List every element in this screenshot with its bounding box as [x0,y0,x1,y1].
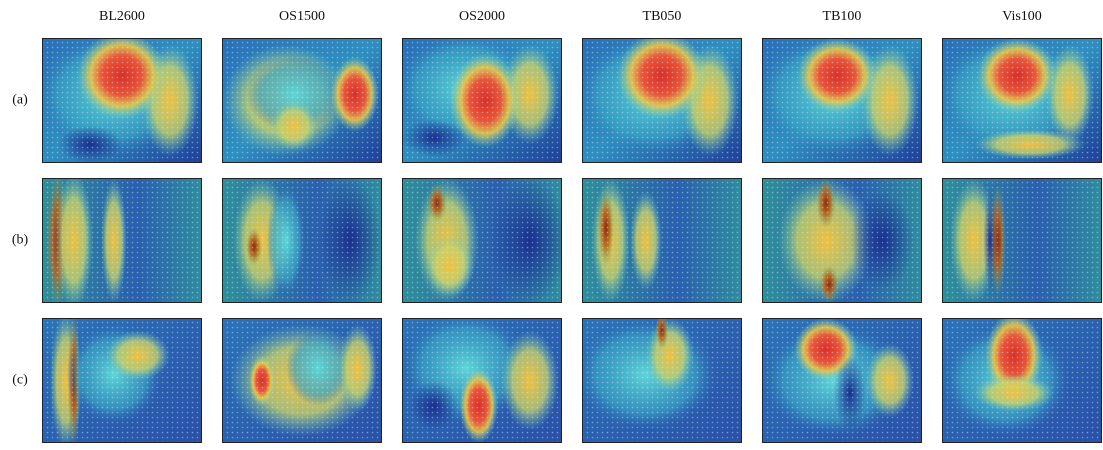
dot-texture [762,38,922,163]
heatmap [942,312,1102,443]
dot-texture [942,38,1102,163]
column-header: OS2000 [459,9,505,24]
heatmap-panel [762,178,922,303]
heatmap-panel [402,312,562,443]
dot-texture [42,178,202,303]
heatmap [754,32,922,163]
heatmap [574,32,742,163]
heatmap [402,312,562,443]
heatmap-panel [582,178,742,303]
dot-texture [222,178,382,303]
heatmap [394,32,562,163]
heatmap-panel [222,178,382,303]
dot-texture [762,318,922,443]
heatmap-panel [394,32,562,163]
heatmap [222,318,382,443]
heatmap [34,32,202,163]
heatmap [42,172,202,310]
dot-texture [222,38,382,163]
heatmap [762,318,922,443]
row-label: (a) [12,93,28,108]
heatmap-panel [222,318,382,443]
dot-texture [582,38,742,163]
heatmap-panel [574,312,742,443]
heatmap [574,312,742,443]
dot-texture [402,178,562,303]
row-label: (c) [12,373,28,388]
dot-texture [762,178,922,303]
dot-texture [42,38,202,163]
dot-texture [42,318,202,443]
heatmap-panel [574,32,742,163]
heatmap [222,38,382,163]
heatmap-panel [754,32,922,163]
dot-texture [222,318,382,443]
heatmap-panel [402,178,570,303]
heatmap [222,178,382,303]
heatmap [942,178,1102,303]
heatmap [42,312,202,445]
dot-texture [942,318,1102,443]
dot-texture [402,318,562,443]
dot-texture [582,318,742,443]
heatmap [402,178,570,303]
dot-texture [942,178,1102,303]
figure: BL2600 OS1500 OS2000 TB050 TB100 Vis100 (a) (b)… [0,0,1103,445]
heatmap-panel [942,312,1102,443]
dot-texture [582,178,742,303]
heatmap-panel [42,172,202,310]
heatmap-panel [222,38,382,163]
column-header: OS1500 [279,9,325,24]
row-label: (b) [12,233,29,248]
heatmap [934,32,1102,163]
heatmap-panel [942,178,1102,303]
heatmap-panel [934,32,1102,163]
dot-texture [402,38,562,163]
heatmap-panel [34,32,202,163]
heatmap-panel [762,318,922,443]
heatmap-panel [42,312,202,445]
column-header: TB100 [823,9,862,24]
heatmap [762,178,922,303]
column-header: Vis100 [1002,9,1042,24]
heatmap [582,178,742,303]
column-header: TB050 [643,9,682,24]
column-header: BL2600 [99,9,145,24]
